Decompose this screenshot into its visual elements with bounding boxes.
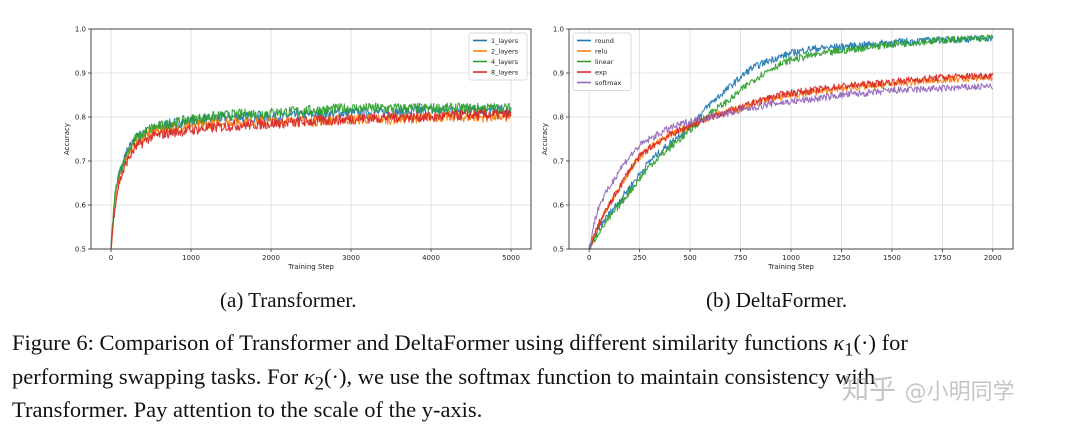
- legend-box: [572, 32, 632, 91]
- x-axis-label: Training Step: [767, 263, 814, 271]
- kappa-argument: (·): [324, 363, 347, 389]
- figure-charts: 0 1000 2000 3000 4000 50000.50.60.70.80.91.0T…: [63, 26, 1014, 271]
- caption-text: for: [876, 330, 908, 355]
- x-tick-label: 1750: [933, 254, 951, 262]
- x-tick-label: 1000: [782, 254, 800, 262]
- y-tick-label: 0.8: [553, 114, 564, 122]
- plot-frame: [90, 28, 532, 250]
- x-tick-label: 2000: [984, 254, 1002, 262]
- x-tick-label: 3000: [342, 254, 360, 262]
- legend-label-2_layers: 2_layers: [491, 47, 519, 55]
- caption-line-3: Transformer. Pay attention to the scale …: [12, 397, 483, 422]
- x-tick-label: 750: [734, 254, 747, 262]
- legend-label-round: round: [595, 37, 614, 45]
- x-tick-label: 0: [587, 254, 591, 262]
- subcaption-b: (b) DeltaFormer.: [706, 288, 848, 312]
- y-tick-label: 1.0: [75, 26, 86, 34]
- legend-label-linear: linear: [595, 58, 614, 66]
- x-tick-label: 1250: [833, 254, 851, 262]
- y-tick-label: 0.5: [75, 246, 86, 254]
- chart-panel-b: 0 250 500 750 1000 1250 1500 1750 2000 0.5 0.6 0.7 0…: [541, 26, 1014, 271]
- y-tick-label: 1.0: [553, 26, 564, 34]
- watermark-site: 知乎: [842, 375, 896, 406]
- kappa-symbol: κ: [833, 330, 845, 355]
- x-tick-label: 250: [633, 254, 646, 262]
- x-tick-label: 1000: [182, 254, 200, 262]
- y-tick-label: 0.6: [75, 202, 87, 210]
- y-tick-label: 0.7: [75, 158, 86, 166]
- series-line-linear: [588, 34, 994, 250]
- chart-panel-a: 0 1000 2000 3000 4000 5000 0.5 0.6 0.7 0.8 0.9 1.0 T…: [63, 26, 532, 271]
- y-tick-label: 0.5: [553, 246, 564, 254]
- caption-line-2: performing swapping tasks. For κ2(·), we…: [12, 364, 1072, 398]
- caption-text: , we use the softmax function to maintai…: [346, 363, 876, 389]
- series-line-1_layers: [110, 104, 512, 250]
- kappa-subscript: 1: [844, 339, 854, 361]
- y-axis-label: Accuracy: [541, 123, 549, 155]
- watermark-handle: @小明同学: [904, 380, 1015, 405]
- kappa-symbol: κ: [303, 363, 315, 389]
- kappa-argument: (·): [853, 330, 877, 355]
- y-tick-label: 0.9: [75, 70, 86, 78]
- y-tick-label: 0.8: [75, 114, 86, 122]
- legend-label-4_layers: 4_layers: [491, 58, 519, 66]
- x-axis-label: Training Step: [287, 263, 334, 271]
- kappa-subscript: 2: [314, 373, 325, 394]
- x-tick-label: 4000: [422, 254, 440, 262]
- series-line-softmax: [588, 82, 994, 250]
- legend-label-exp: exp: [595, 68, 607, 76]
- figure-caption: Figure 6: Comparison of Transformer and …: [12, 330, 1072, 423]
- legend-label-8_layers: 8_layers: [491, 68, 519, 76]
- y-tick-label: 0.6: [553, 202, 565, 210]
- watermark: 知乎 @小明同学: [842, 368, 1015, 407]
- y-axis-label: Accuracy: [63, 123, 71, 155]
- legend-label-relu: relu: [595, 47, 607, 55]
- legend-label-softmax: softmax: [595, 79, 621, 87]
- x-tick-label: 2000: [262, 254, 280, 262]
- series-line-8_layers: [110, 109, 512, 250]
- y-tick-label: 0.7: [553, 158, 564, 166]
- series-line-4_layers: [110, 102, 512, 248]
- series-line-exp: [588, 72, 994, 250]
- caption-text: Figure 6: Comparison of Transformer and …: [12, 330, 834, 355]
- caption-line-1: Figure 6: Comparison of Transformer and …: [12, 330, 1072, 364]
- y-tick-label: 0.9: [553, 70, 564, 78]
- x-tick-label: 500: [683, 254, 696, 262]
- x-tick-label: 1500: [883, 254, 901, 262]
- x-tick-label: 0: [109, 254, 113, 262]
- x-tick-label: 5000: [502, 254, 520, 262]
- legend-box: [468, 32, 528, 81]
- caption-text: performing swapping tasks. For: [12, 363, 304, 389]
- legend-label-1_layers: 1_layers: [491, 37, 519, 45]
- subcaption-a: (a) Transformer.: [220, 288, 357, 312]
